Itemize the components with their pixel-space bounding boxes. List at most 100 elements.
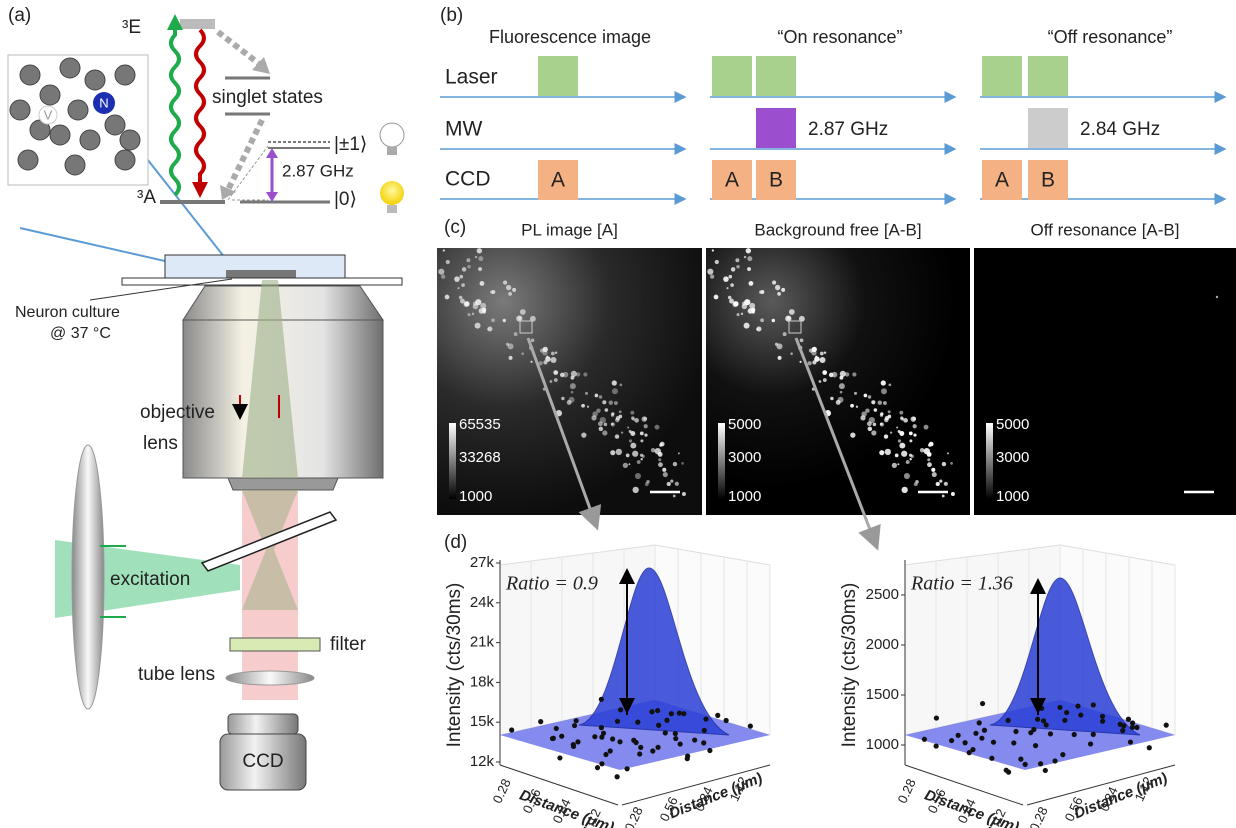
x-tick-label: 0.28 [490, 776, 514, 805]
data-point [678, 741, 683, 746]
cell-spot [820, 357, 826, 363]
colorbar [718, 423, 725, 499]
tube-lens-label: tube lens [138, 664, 215, 685]
frame-label: B [1041, 169, 1055, 192]
frame-label: A [551, 169, 565, 192]
cell-spot [678, 452, 680, 454]
cell-spot [726, 287, 728, 289]
cell-spot [438, 269, 444, 275]
colorbar-label: 65535 [459, 416, 501, 433]
atom [40, 85, 60, 105]
cell-spot [478, 267, 482, 271]
cell-spot [898, 439, 901, 442]
cell-spot [871, 430, 876, 435]
z-tick-label: 21k [470, 634, 495, 651]
cell-spot [521, 352, 524, 355]
data-point [1072, 732, 1077, 737]
cell-spot [479, 308, 485, 314]
cell-spot [840, 371, 846, 377]
cell-spot [749, 281, 754, 286]
data-point [610, 736, 615, 741]
cell-spot [772, 319, 775, 322]
data-point [509, 727, 514, 732]
colorbar [449, 423, 456, 499]
data-point [1088, 741, 1093, 746]
data-point [1038, 761, 1043, 766]
data-point [977, 720, 982, 725]
frame-label: A [725, 169, 739, 192]
cell-spot [731, 267, 736, 272]
data-point [980, 701, 985, 706]
cell-spot [599, 427, 604, 432]
cell-spot [643, 417, 647, 421]
data-point [1039, 706, 1044, 711]
data-point [982, 728, 987, 733]
data-point [1128, 739, 1133, 744]
cell-spot [746, 248, 751, 253]
cell-spot [619, 410, 622, 413]
cell-spot [609, 400, 613, 404]
row-label: CCD [445, 168, 491, 191]
atom [85, 70, 105, 90]
data-point [702, 728, 707, 733]
cell-spot [667, 482, 671, 486]
objective-label: lens [143, 433, 178, 454]
cell-spot [611, 422, 615, 426]
cell-spot [611, 412, 614, 415]
data-point [922, 737, 927, 742]
cell-spot [778, 356, 782, 360]
cell-spot [874, 408, 878, 412]
cell-spot [714, 295, 719, 300]
isc-arrow [228, 120, 262, 190]
cell-spot [901, 487, 907, 493]
data-point [1078, 712, 1083, 717]
excitation-label: excitation [110, 569, 190, 590]
data-point [608, 748, 613, 753]
z-tick-label: 27k [470, 554, 495, 571]
colorbar-label: 1000 [996, 488, 1029, 505]
cell-spot [543, 360, 547, 364]
cell-spot [531, 338, 535, 342]
y-axis-label: Distance (μm) [667, 770, 765, 823]
data-point [599, 725, 604, 730]
data-point [551, 736, 556, 741]
laser-pulse [1028, 56, 1068, 96]
cell-spot [860, 415, 865, 420]
cell-spot [627, 427, 629, 429]
cell-spot [789, 309, 795, 315]
cell-spot [478, 256, 483, 261]
cell-spot [605, 408, 609, 412]
cell-spot [571, 391, 574, 394]
atom [65, 155, 85, 175]
cell-spot [856, 406, 858, 408]
cell-spot [509, 356, 513, 360]
cell-spot [906, 460, 910, 464]
data-point [595, 765, 600, 770]
camera-label: CCD [242, 751, 283, 772]
colorbar-label: 3000 [728, 449, 761, 466]
cell-spot [591, 415, 596, 420]
z-tick-label: 1000 [866, 736, 899, 753]
cell-spot [712, 249, 714, 251]
cell-spot [644, 433, 647, 436]
cell-spot [823, 378, 827, 382]
data-point [1057, 705, 1062, 710]
data-point [1033, 743, 1038, 748]
cell-spot [487, 328, 490, 331]
cell-spot [637, 460, 641, 464]
data-point [1035, 717, 1040, 722]
data-point [615, 719, 620, 724]
data-point [603, 752, 608, 757]
cell-spot [748, 308, 754, 314]
cell-spot [942, 495, 945, 498]
data-point [624, 766, 629, 771]
cell-spot [446, 260, 450, 264]
objective-bottom [228, 478, 338, 490]
vacancy-label: V [44, 107, 53, 122]
data-point [1031, 727, 1036, 732]
colorbar-label: 33268 [459, 449, 501, 466]
panel-label: (a) [8, 5, 31, 26]
z-axis-label: Intensity (cts/30ms) [444, 583, 465, 748]
data-point [1044, 722, 1049, 727]
cell-spot [640, 439, 643, 442]
